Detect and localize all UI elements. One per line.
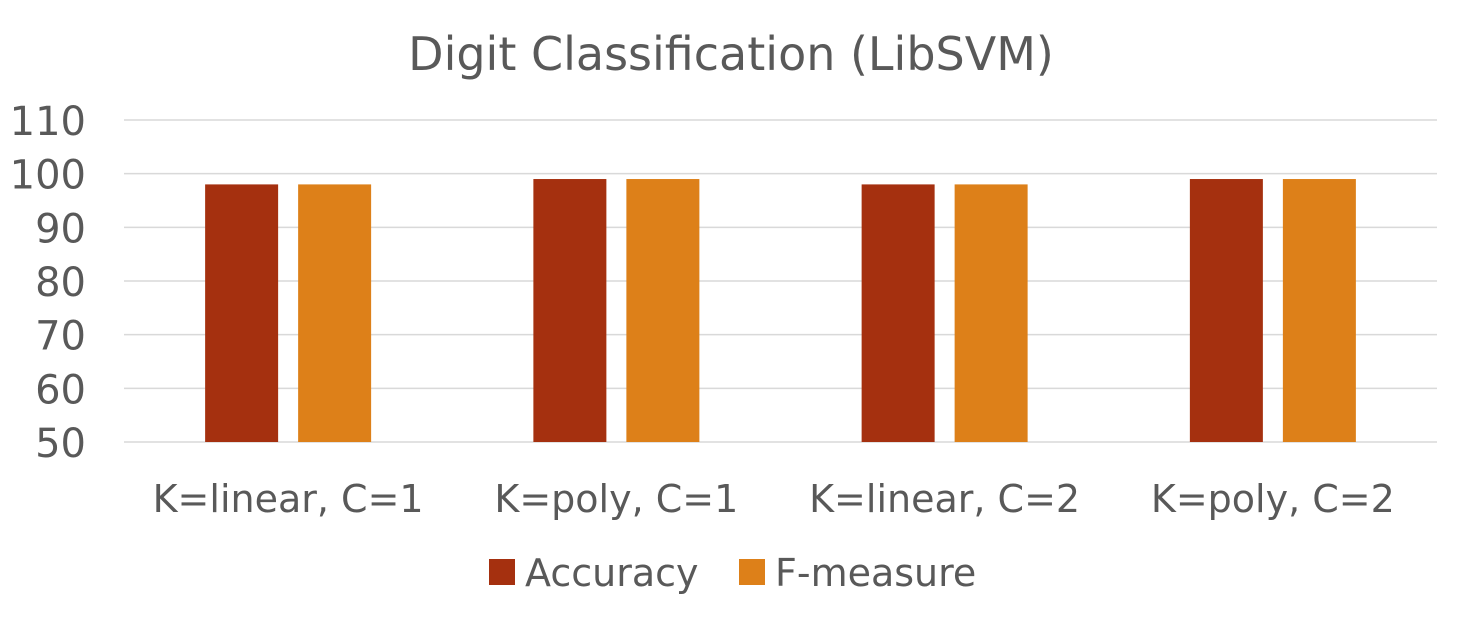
- x-tick-label: K=poly, C=1: [494, 477, 738, 521]
- x-tick-label: K=poly, C=2: [1151, 477, 1395, 521]
- legend-item-accuracy: Accuracy: [489, 551, 699, 595]
- y-axis-ticks: 50 60 70 80 90 100 110: [10, 99, 86, 467]
- y-tick-label: 90: [35, 206, 86, 252]
- x-axis-ticks: K=linear, C=1 K=poly, C=1 K=linear, C=2 K=p…: [153, 477, 1395, 521]
- y-tick-label: 80: [35, 260, 86, 306]
- bar-accuracy: [861, 184, 935, 442]
- bar-f-measure: [1282, 179, 1356, 443]
- chart-title: Digit Classification (LibSVM): [408, 27, 1054, 81]
- bar-accuracy: [533, 179, 607, 443]
- legend: Accuracy F-measure: [489, 551, 976, 595]
- x-tick-label: K=linear, C=1: [153, 477, 424, 521]
- bars: [205, 179, 1356, 443]
- x-tick-label: K=linear, C=2: [809, 477, 1080, 521]
- legend-swatch: [739, 559, 765, 585]
- y-tick-label: 60: [35, 367, 86, 413]
- y-tick-label: 50: [35, 421, 86, 467]
- y-tick-label: 110: [10, 99, 86, 145]
- legend-label: Accuracy: [525, 551, 699, 595]
- bar-f-measure: [298, 184, 372, 442]
- y-tick-label: 100: [10, 153, 86, 199]
- legend-swatch: [489, 559, 515, 585]
- bar-accuracy: [205, 184, 279, 442]
- y-tick-label: 70: [35, 314, 86, 360]
- bar-accuracy: [1189, 179, 1263, 443]
- legend-item-f-measure: F-measure: [739, 551, 976, 595]
- bar-f-measure: [954, 184, 1028, 442]
- bar-f-measure: [626, 179, 700, 443]
- legend-label: F-measure: [775, 551, 976, 595]
